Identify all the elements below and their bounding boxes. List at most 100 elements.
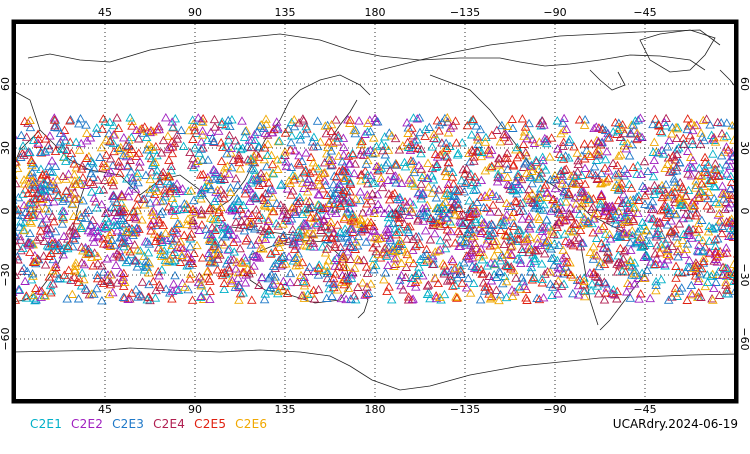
observation-marker — [602, 146, 612, 156]
observation-marker — [365, 126, 376, 136]
observation-marker — [260, 188, 271, 198]
observation-marker — [63, 241, 73, 250]
observation-marker — [431, 291, 441, 300]
observation-marker — [115, 207, 126, 217]
observation-marker — [292, 252, 303, 262]
observation-marker — [709, 283, 719, 293]
observation-marker — [300, 218, 310, 228]
observation-marker — [101, 213, 111, 223]
observation-marker — [411, 270, 422, 280]
observation-marker — [337, 165, 348, 174]
lon-label-bottom: 135 — [275, 403, 296, 416]
observation-marker — [524, 211, 535, 221]
observation-marker — [273, 286, 284, 295]
observation-marker — [471, 207, 481, 216]
observation-marker — [263, 198, 273, 208]
observation-marker — [167, 193, 178, 203]
observation-marker — [178, 141, 189, 150]
observation-marker — [549, 260, 559, 269]
observation-marker — [265, 282, 276, 292]
observation-marker — [18, 189, 28, 198]
observation-marker — [192, 240, 202, 250]
observation-marker — [453, 200, 463, 209]
observation-marker — [585, 247, 596, 256]
observation-marker — [254, 210, 264, 220]
observation-marker — [45, 131, 55, 140]
observation-marker — [73, 294, 84, 303]
observation-marker — [338, 252, 348, 261]
observation-marker — [613, 185, 624, 194]
observation-marker — [721, 277, 731, 286]
observation-marker — [465, 211, 476, 220]
observation-marker — [263, 216, 274, 226]
observation-marker — [362, 289, 372, 298]
observation-marker — [141, 256, 151, 265]
observation-marker — [20, 276, 30, 285]
observation-marker — [635, 234, 645, 244]
observation-marker — [69, 229, 80, 238]
lon-label-top: 180 — [365, 6, 386, 19]
observation-marker — [477, 219, 488, 228]
observation-marker — [421, 202, 431, 212]
observation-marker — [40, 260, 51, 269]
observation-marker — [224, 169, 234, 178]
observation-marker — [130, 184, 141, 193]
observation-marker — [274, 234, 284, 244]
observation-marker — [618, 189, 629, 199]
observation-marker — [600, 203, 611, 212]
observation-marker — [423, 158, 433, 167]
observation-marker — [167, 226, 177, 236]
observation-marker — [527, 197, 538, 207]
observation-marker — [176, 125, 187, 134]
observation-marker — [226, 162, 237, 172]
observation-marker — [714, 290, 725, 299]
observation-marker — [83, 205, 94, 214]
observation-marker — [131, 284, 141, 294]
observation-marker — [491, 191, 502, 200]
observation-marker — [682, 114, 693, 123]
observation-marker — [491, 272, 502, 281]
observation-marker — [148, 206, 159, 215]
observation-marker — [620, 267, 631, 276]
observation-marker — [529, 273, 540, 282]
observation-marker — [349, 263, 360, 272]
observation-marker — [558, 154, 569, 163]
observation-marker — [487, 189, 497, 198]
observation-marker — [123, 191, 134, 201]
observation-marker — [346, 294, 356, 303]
observation-marker — [493, 172, 503, 182]
observation-marker — [265, 183, 276, 193]
observation-marker — [499, 239, 509, 249]
observation-marker — [338, 166, 348, 176]
observation-marker — [36, 292, 46, 301]
observation-marker — [194, 225, 205, 234]
observation-marker — [117, 219, 128, 229]
observation-marker — [25, 203, 36, 213]
observation-marker — [305, 168, 315, 177]
observation-marker — [330, 269, 341, 278]
observation-marker — [53, 191, 64, 201]
observation-marker — [575, 220, 586, 230]
observation-marker — [290, 207, 301, 216]
observation-marker — [693, 224, 704, 233]
observation-marker — [529, 256, 540, 265]
observation-marker — [427, 259, 438, 269]
observation-marker — [450, 238, 461, 247]
observation-marker — [385, 165, 395, 175]
observation-marker — [711, 222, 721, 231]
bottom-longitude-labels: 45 90 135 180 −135 −90 −45 — [98, 403, 657, 416]
observation-marker — [450, 199, 460, 208]
observation-marker — [184, 232, 195, 241]
observation-marker — [200, 182, 210, 191]
observation-marker — [698, 235, 708, 245]
observation-marker — [403, 142, 414, 151]
observation-marker — [726, 190, 736, 199]
observation-marker — [104, 238, 115, 247]
observation-marker — [167, 257, 178, 266]
observation-marker — [322, 268, 333, 278]
observation-marker — [689, 263, 700, 272]
observation-marker — [705, 120, 715, 129]
observation-marker — [347, 224, 358, 233]
observation-marker — [612, 160, 623, 170]
